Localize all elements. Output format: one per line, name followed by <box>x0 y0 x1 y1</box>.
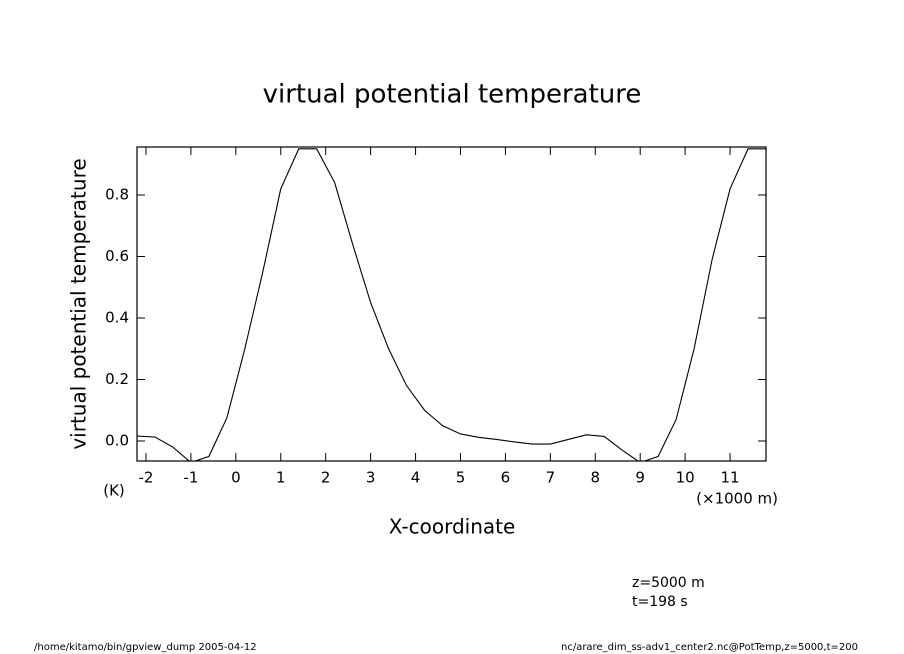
y-tick-label: 0.0 <box>105 432 129 450</box>
y-tick-label: 0.6 <box>105 247 129 265</box>
x-tick-label: 6 <box>501 469 511 487</box>
x-tick-label: 11 <box>721 469 740 487</box>
y-tick-label: 0.2 <box>105 370 129 388</box>
footer-right: nc/arare_dim_ss-adv1_center2.nc@PotTemp,… <box>561 642 858 653</box>
data-line <box>137 148 766 461</box>
x-tick-label: 5 <box>456 469 466 487</box>
y-tick-label: 0.4 <box>105 308 129 326</box>
x-tick-label: 0 <box>231 469 241 487</box>
x-tick-label: 2 <box>321 469 331 487</box>
plot-frame <box>136 146 767 462</box>
x-tick-label: 9 <box>635 469 645 487</box>
y-tick-label: 0.8 <box>105 185 129 203</box>
x-tick-label: 1 <box>276 469 286 487</box>
x-tick-label: 4 <box>411 469 421 487</box>
y-axis-label: virtual potential temperature <box>67 158 91 449</box>
x-tick-label: 10 <box>676 469 695 487</box>
chart-title: virtual potential temperature <box>263 80 642 110</box>
x-unit: (×1000 m) <box>696 490 778 508</box>
y-unit: (K) <box>103 482 125 500</box>
annotation: t=198 s <box>632 594 688 610</box>
x-tick-label: 7 <box>546 469 556 487</box>
x-tick-label: 8 <box>590 469 600 487</box>
x-tick-label: 3 <box>366 469 376 487</box>
annotation: z=5000 m <box>632 575 705 591</box>
x-tick-label: -2 <box>139 469 154 487</box>
x-tick-label: -1 <box>183 469 198 487</box>
footer-left: /home/kitamo/bin/gpview_dump 2005-04-12 <box>34 642 257 653</box>
x-axis-label: X-coordinate <box>389 515 516 539</box>
